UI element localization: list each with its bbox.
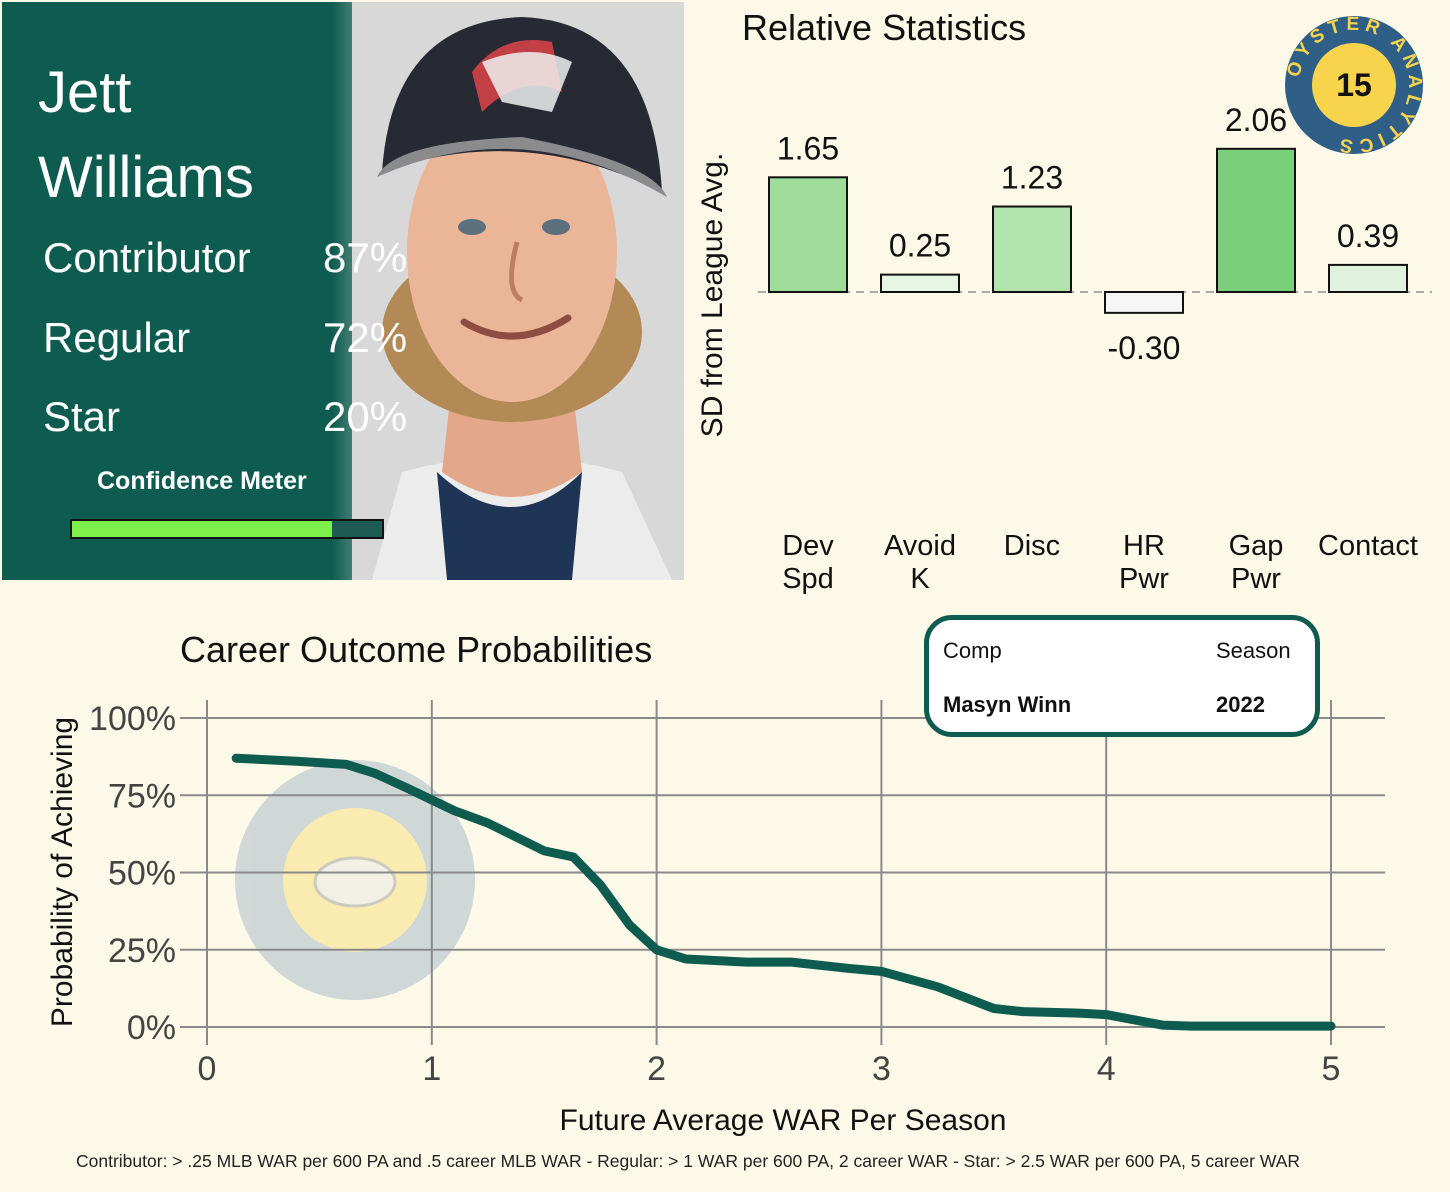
- line-chart-y-tick: 100%: [89, 700, 176, 738]
- line-chart-y-tick: 0%: [127, 1009, 176, 1047]
- comp-header: Comp: [943, 638, 1002, 663]
- player-photo: [332, 2, 684, 580]
- relative-statistics-chart: Relative Statistics SD from League Avg. …: [696, 7, 1432, 595]
- outcome-probability-line: [231, 753, 1336, 1031]
- bar-chart-bar: [1328, 263, 1408, 293]
- line-chart-y-tick: 50%: [108, 855, 176, 893]
- logo-rank: 15: [1336, 67, 1372, 103]
- bar-category-label: Gap: [1229, 530, 1284, 562]
- bar-category-label: K: [910, 563, 930, 595]
- comp-name: Masyn Winn: [943, 692, 1072, 717]
- bar-value-label: 0.39: [1337, 218, 1399, 254]
- regular-label: Regular: [43, 314, 191, 361]
- watermark-logo: [235, 760, 475, 1000]
- comp-season: 2022: [1216, 692, 1265, 717]
- player-last-name: Williams: [38, 145, 254, 210]
- bar-value-label: 1.23: [1001, 160, 1063, 196]
- confidence-meter: [70, 519, 384, 539]
- bar-category-label: Pwr: [1231, 563, 1281, 595]
- bar-category-label: Avoid: [884, 530, 956, 562]
- oyster-analytics-logo: OYSTER ANALYTICS 15: [1283, 14, 1423, 156]
- bar-value-label: -0.30: [1108, 330, 1181, 366]
- contributor-label: Contributor: [43, 234, 251, 281]
- comp-box: Comp Season Masyn Winn 2022: [924, 615, 1320, 737]
- star-value: 20%: [323, 393, 408, 440]
- bar-chart-title: Relative Statistics: [742, 7, 1026, 48]
- season-header: Season: [1216, 638, 1291, 663]
- line-chart-x-tick: 2: [647, 1050, 666, 1088]
- confidence-meter-fill: [72, 521, 333, 537]
- bar-chart-bar: [992, 205, 1072, 293]
- player-card: Jett Williams Contributor 87% Regular 72…: [2, 2, 684, 580]
- bar-category-label: Pwr: [1119, 563, 1169, 595]
- bar-value-label: 1.65: [777, 130, 839, 166]
- bar-category-label: Disc: [1004, 530, 1060, 562]
- line-chart-y-tick: 75%: [108, 777, 176, 815]
- contributor-value: 87%: [323, 234, 408, 281]
- line-chart-y-tick: 25%: [108, 932, 176, 970]
- line-chart-x-axis-label: Future Average WAR Per Season: [560, 1104, 1007, 1137]
- bar-chart-bar: [1104, 291, 1184, 314]
- bar-chart-bar: [768, 176, 848, 293]
- line-chart-x-tick: 1: [422, 1050, 441, 1088]
- career-outcome-chart: Career Outcome Probabilities Probability…: [46, 629, 1385, 1137]
- confidence-meter-label: Confidence Meter: [97, 467, 307, 495]
- line-chart-x-tick: 4: [1097, 1050, 1116, 1088]
- bar-category-label: Spd: [782, 563, 834, 595]
- bar-category-label: Contact: [1318, 530, 1418, 562]
- line-chart-y-axis-label: Probability of Achieving: [46, 717, 79, 1027]
- bar-chart-bar: [1216, 147, 1296, 293]
- player-first-name: Jett: [38, 60, 132, 125]
- bar-category-label: HR: [1123, 530, 1165, 562]
- bar-category-label: Dev: [782, 530, 834, 562]
- bar-chart-y-axis-label: SD from League Avg.: [696, 153, 729, 438]
- line-chart-x-tick: 5: [1322, 1050, 1341, 1088]
- player-headshot-illustration: [352, 2, 684, 580]
- star-label: Star: [43, 393, 121, 440]
- line-chart-title: Career Outcome Probabilities: [180, 629, 652, 670]
- line-chart-x-tick: 0: [198, 1050, 217, 1088]
- regular-value: 72%: [323, 314, 408, 361]
- bar-value-label: 0.25: [889, 228, 951, 264]
- definitions-footnote: Contributor: > .25 MLB WAR per 600 PA an…: [76, 1151, 1301, 1171]
- bar-value-label: 2.06: [1225, 102, 1287, 138]
- line-chart-x-tick: 3: [872, 1050, 891, 1088]
- bar-chart-bar: [880, 273, 960, 293]
